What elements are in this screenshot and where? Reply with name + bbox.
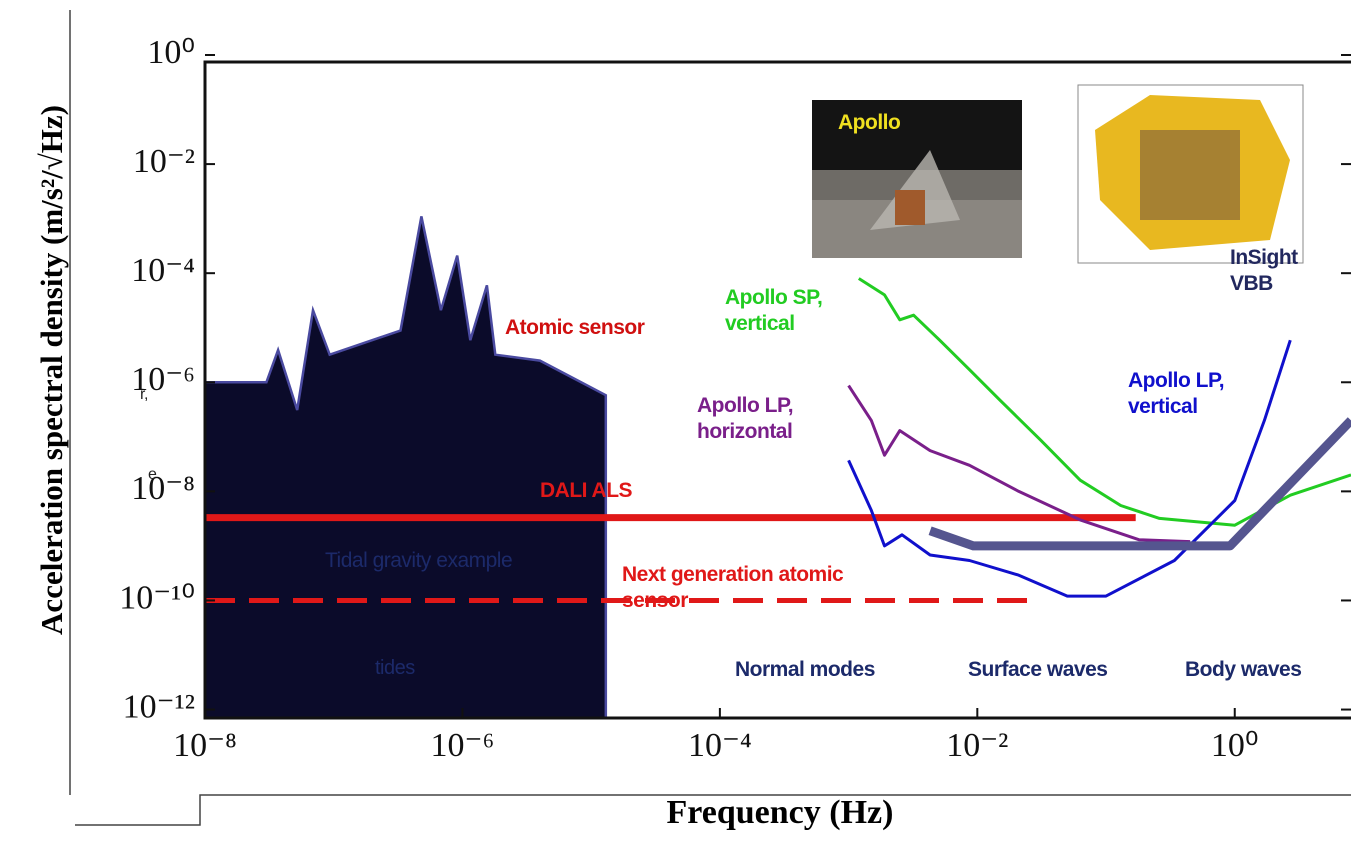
area [205,216,606,718]
y-tick-label: 10⁻⁴ [131,252,195,289]
series-label: Next generation atomic sensor [622,562,847,614]
annotation: r, [140,382,148,408]
series-label: InSight VBB [1230,245,1310,297]
y-tick-label: 10⁻¹⁰ [119,579,195,616]
annotation: Body waves [1185,657,1301,683]
series-label: Apollo SP, vertical [725,285,850,337]
annotation: e [148,462,156,488]
y-tick-label: 10⁻⁸ [131,470,195,507]
x-tick-label: 10⁻² [946,727,1008,764]
y-axis-label: Acceleration spectral density (m/s²/√Hz) [34,105,69,635]
annotation: Normal modes [735,657,875,683]
annotation: Atomic sensor [505,315,644,341]
x-tick-label: 10⁻⁴ [688,727,752,764]
x-tick-label: 10⁻⁶ [431,727,495,764]
series-label: Apollo LP, vertical [1128,368,1263,420]
page: Frequency (Hz) Acceleration spectral den… [0,0,1351,842]
x-tick-label: 10⁰ [1211,727,1259,764]
series-label: Apollo LP, horizontal [697,393,842,445]
annotation: Surface waves [968,657,1107,683]
y-tick-label: 10⁻¹² [123,688,195,725]
annotation: Apollo [838,110,900,136]
series-label: Tidal gravity example [325,548,645,574]
chart: Frequency (Hz) Acceleration spectral den… [0,0,1351,842]
y-tick-label: 10⁰ [147,34,195,71]
series-line [930,420,1351,546]
x-tick-label: 10⁻⁸ [173,727,237,764]
insight-photo [1078,85,1303,263]
annotation: tides [375,655,415,681]
series-line [859,279,1351,526]
series-label: DALI ALS [540,478,632,504]
x-axis-label: Frequency (Hz) [667,794,894,831]
y-tick-label: 10⁻² [133,143,195,180]
